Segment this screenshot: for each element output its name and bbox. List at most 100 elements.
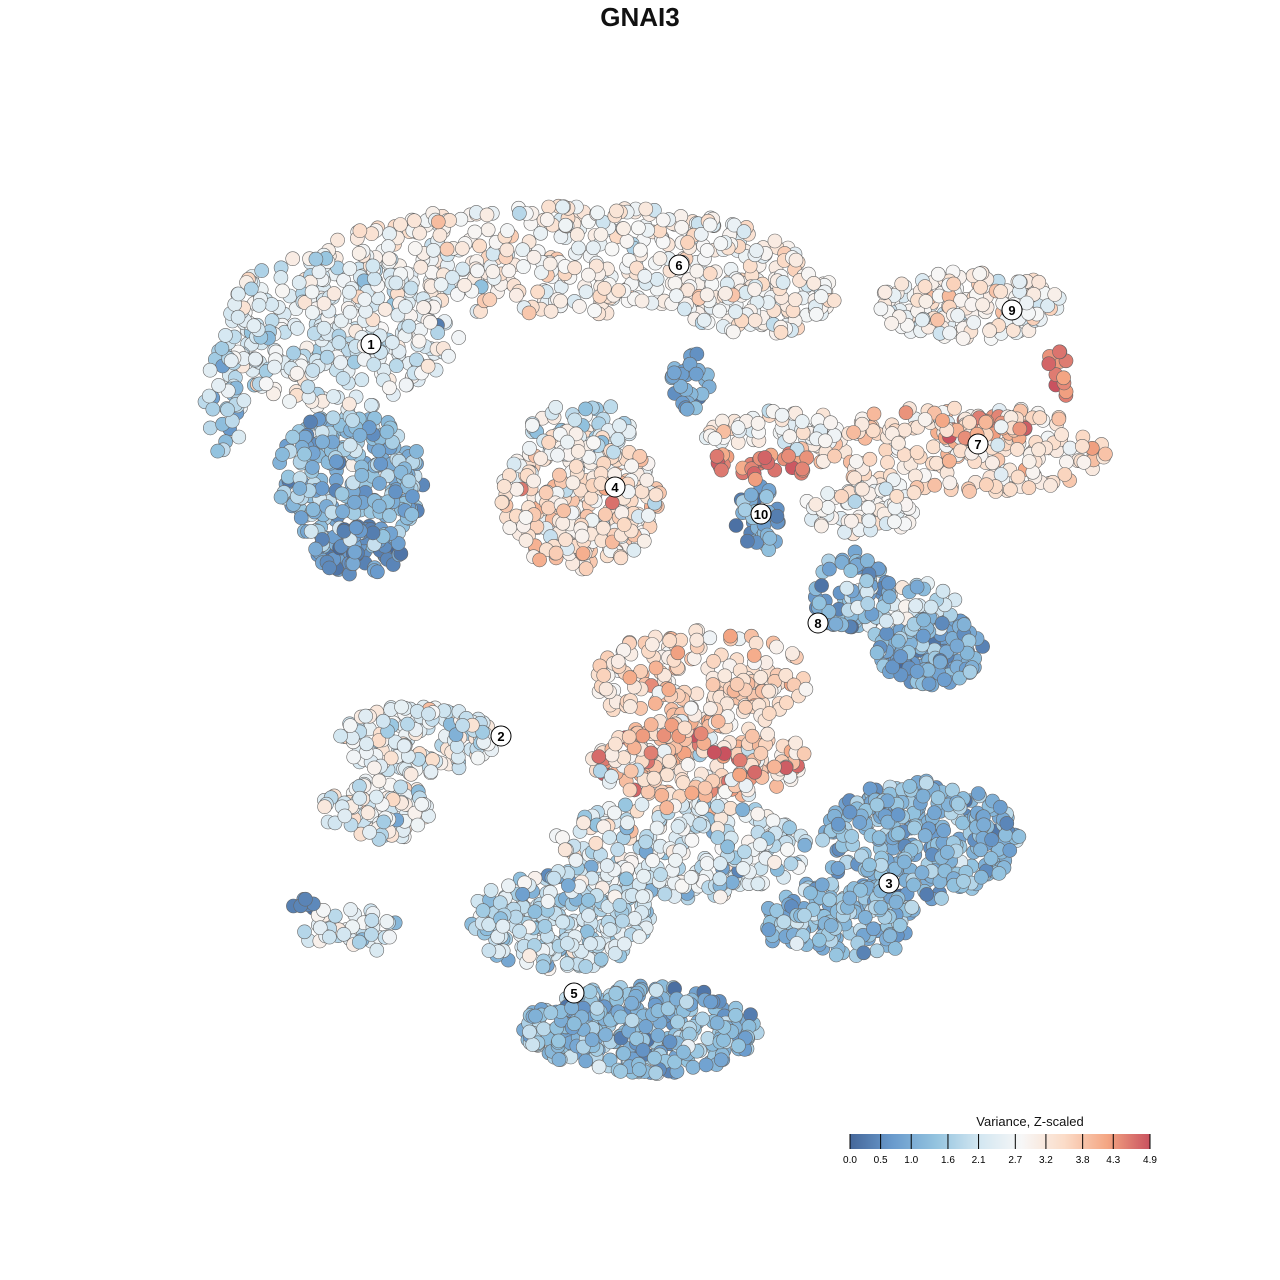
data-point (823, 918, 839, 933)
data-point (648, 1065, 664, 1081)
data-point (621, 729, 637, 745)
data-point (372, 476, 387, 491)
data-point (822, 892, 837, 908)
data-point (894, 276, 910, 292)
points-layer (197, 198, 1113, 1081)
data-point (788, 735, 804, 751)
data-point (674, 878, 690, 894)
data-point (411, 333, 427, 349)
data-point (728, 304, 743, 320)
data-point (936, 823, 952, 838)
data-point (637, 268, 653, 284)
data-point (211, 378, 226, 393)
data-point (862, 857, 877, 873)
data-point (289, 321, 305, 336)
data-point (578, 1053, 594, 1069)
data-point (455, 718, 470, 733)
data-point (890, 826, 906, 842)
data-point (203, 420, 218, 436)
data-point (613, 550, 629, 566)
data-point (785, 646, 800, 661)
data-point (618, 871, 634, 887)
data-point (512, 923, 527, 939)
data-point (703, 994, 719, 1010)
data-point (407, 241, 423, 256)
data-point (680, 235, 695, 250)
data-point (553, 293, 568, 309)
cluster-label-text: 3 (885, 876, 892, 891)
data-point (598, 1027, 613, 1042)
data-point (273, 270, 289, 285)
data-point (926, 439, 941, 455)
data-point (914, 312, 930, 328)
data-point (231, 286, 246, 302)
data-point (543, 1005, 559, 1021)
data-point (379, 424, 395, 440)
data-point (720, 839, 735, 855)
data-point (591, 749, 607, 764)
data-point (723, 800, 738, 816)
data-point (683, 700, 699, 716)
data-point (693, 227, 709, 242)
data-point (891, 435, 906, 451)
data-point (616, 221, 631, 236)
cluster-label-text: 1 (367, 337, 374, 352)
data-point (919, 887, 935, 902)
data-point (827, 448, 842, 464)
data-point (327, 908, 343, 924)
data-point (597, 507, 613, 522)
data-point (881, 575, 896, 591)
data-point (367, 271, 382, 287)
data-point (616, 1046, 631, 1061)
data-point (743, 487, 759, 503)
data-point (684, 785, 700, 801)
data-point (258, 376, 274, 392)
data-point (648, 982, 664, 998)
data-point (685, 1060, 701, 1075)
data-point (559, 936, 575, 951)
data-point (551, 1033, 566, 1049)
data-point (669, 288, 684, 304)
data-point (482, 292, 498, 307)
data-point (552, 467, 567, 483)
data-point (767, 759, 782, 775)
data-point (942, 475, 958, 491)
data-point (606, 444, 621, 460)
data-point (972, 266, 988, 282)
data-point (335, 371, 351, 386)
data-point (823, 415, 838, 431)
data-point (809, 306, 824, 322)
data-point (322, 560, 337, 576)
data-point (638, 1019, 654, 1034)
data-point (210, 443, 225, 459)
data-point (661, 753, 677, 769)
data-point (769, 508, 785, 524)
data-point (915, 628, 931, 644)
data-point (773, 324, 789, 340)
data-point (787, 292, 803, 308)
data-point (522, 1024, 537, 1040)
data-point (398, 377, 414, 393)
data-point (705, 677, 721, 692)
data-point (735, 802, 750, 818)
data-point (578, 284, 594, 300)
data-point (382, 380, 397, 396)
data-point (649, 820, 665, 836)
data-point (659, 800, 675, 816)
data-point (420, 358, 436, 374)
data-point (808, 497, 824, 512)
data-point (897, 422, 913, 438)
cluster-label-text: 10 (754, 507, 768, 522)
data-point (581, 908, 596, 923)
data-point (975, 297, 990, 313)
data-point (694, 800, 710, 816)
data-point (560, 878, 576, 893)
data-point (303, 524, 319, 539)
data-point (930, 790, 946, 806)
data-point (723, 628, 738, 644)
data-point (1002, 842, 1018, 858)
data-point (677, 301, 692, 317)
data-point (962, 664, 978, 680)
data-point (305, 502, 321, 517)
data-point (746, 648, 762, 663)
